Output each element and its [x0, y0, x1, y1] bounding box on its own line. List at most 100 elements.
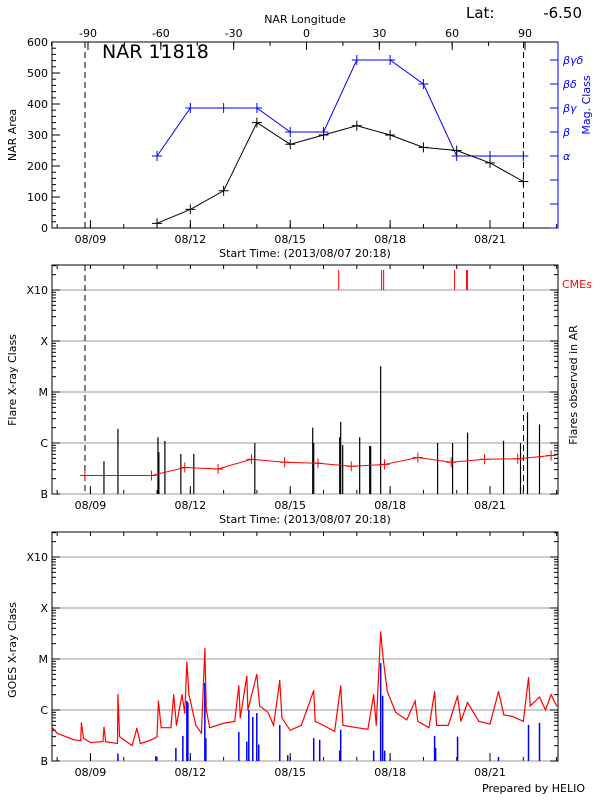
goes-flux-point: [204, 647, 206, 650]
x-tick-label: 08/12: [174, 233, 206, 246]
goes-flux-point: [367, 728, 369, 730]
y-tick-label: M: [39, 386, 49, 399]
goes-flux-point: [239, 717, 241, 719]
goes-flux-point: [529, 705, 531, 707]
x-tick-label: 08/18: [374, 499, 406, 512]
nar-area-line: [156, 121, 524, 224]
goes-flux-point: [150, 739, 153, 741]
goes-flux-point: [234, 720, 236, 722]
mag-class-point: [385, 55, 396, 65]
x2-tick-label: 30: [372, 27, 386, 40]
y-tick-label: 100: [27, 191, 48, 204]
goes-flux-point: [489, 723, 491, 725]
panel1-frame: [51, 41, 559, 229]
nar-area-point: [451, 145, 462, 156]
goes-flux-point: [267, 711, 269, 713]
goes-flux-point: [188, 694, 190, 696]
goes-flux-point: [82, 737, 85, 739]
x-tick-label: 08/21: [474, 233, 506, 246]
goes-flux-point: [380, 631, 382, 633]
goes-flux-point: [117, 694, 119, 696]
goes-flux-point: [102, 741, 104, 743]
nar-area-point: [385, 130, 396, 140]
flare-average-point: [546, 450, 557, 461]
mag-class-point: [351, 55, 362, 65]
x-tick-label: 08/15: [274, 499, 306, 512]
goes-flux-point: [527, 677, 530, 679]
x-tick-label: 08/12: [174, 766, 206, 779]
nar-area-point: [251, 117, 262, 128]
y-tick-label: M: [39, 653, 49, 666]
goes-flux-point: [556, 705, 558, 707]
y-tick-label: 0: [41, 222, 48, 235]
y-tick-label: 300: [27, 129, 48, 142]
goes-flux-point: [460, 720, 462, 722]
goes-flux-point: [80, 722, 83, 724]
goes-flux-point: [522, 720, 524, 722]
goes-flux-point: [186, 661, 188, 663]
goes-flux-point: [56, 732, 58, 734]
y2-tick-label: βδ: [562, 78, 577, 91]
panel2-ylabel: Flare X-ray Class: [6, 334, 19, 426]
x-tick-label: 08/09: [75, 233, 107, 246]
goes-flux-point: [238, 685, 240, 687]
flare-average-point: [179, 462, 190, 473]
goes-flux-point: [279, 679, 281, 682]
credit: Prepared by HELIO: [482, 782, 585, 795]
goes-flux-point: [428, 727, 430, 729]
goes-flux-point: [209, 727, 211, 729]
goes-flux-point: [550, 694, 552, 696]
flare-average-point: [412, 452, 423, 463]
goes-flux-point: [406, 719, 408, 721]
goes-flux-line: [51, 631, 558, 747]
lat-label: Lat:: [466, 4, 494, 22]
x2-tick-label: 0: [303, 27, 310, 40]
goes-flux-point: [181, 694, 183, 696]
goes-flux-point: [175, 724, 178, 726]
panel3-frame: [51, 531, 559, 762]
panel1-ylabel: NAR Area: [6, 109, 19, 161]
y-tick-label: X: [40, 335, 48, 348]
flare-average-point: [213, 463, 224, 474]
goes-flux-point: [395, 711, 397, 713]
x-tick-label: 08/18: [374, 766, 406, 779]
x-tick-label: 08/15: [274, 233, 306, 246]
goes-flux-point: [170, 727, 172, 729]
y-tick-label: B: [40, 755, 48, 768]
x2-tick-label: -90: [79, 27, 97, 40]
nar-area-point: [285, 139, 296, 150]
y-tick-label: 600: [27, 36, 48, 49]
mag-class-point: [285, 127, 296, 137]
goes-flux-point: [73, 739, 75, 741]
goes-flux-point: [51, 726, 53, 728]
y-tick-label: C: [40, 704, 48, 717]
goes-flux-point: [334, 730, 336, 733]
goes-flux-point: [300, 724, 302, 726]
goes-flux-point: [256, 673, 258, 675]
mag-class-point: [218, 103, 229, 113]
goes-flux-point: [160, 727, 162, 729]
x2-tick-label: 90: [518, 27, 532, 40]
goes-flux-point: [259, 705, 261, 707]
y-tick-label: 400: [27, 98, 48, 111]
goes-flux-point: [386, 690, 388, 693]
goes-flux-point: [434, 690, 436, 693]
goes-flux-point: [200, 732, 203, 734]
x2-tick-label: -60: [152, 27, 170, 40]
flare-average-point: [512, 453, 523, 464]
goes-flux-point: [103, 726, 105, 728]
goes-flux-point: [417, 720, 419, 722]
panel1-xlabel: Start Time: (2013/08/07 20:18): [219, 247, 391, 260]
y-tick-label: X10: [26, 551, 48, 564]
goes-flux-point: [478, 720, 480, 722]
y2-tick-label: α: [563, 150, 571, 163]
goes-flux-point: [322, 724, 325, 726]
goes-flux-point: [118, 736, 121, 738]
cme-label: CMEs: [562, 278, 592, 291]
flare-average-line: [84, 454, 552, 477]
lat-value: -6.50: [543, 4, 582, 22]
goes-flux-point: [89, 741, 92, 744]
y-tick-label: B: [40, 488, 48, 501]
flare-average-point: [379, 459, 390, 470]
goes-flux-point: [246, 675, 248, 677]
